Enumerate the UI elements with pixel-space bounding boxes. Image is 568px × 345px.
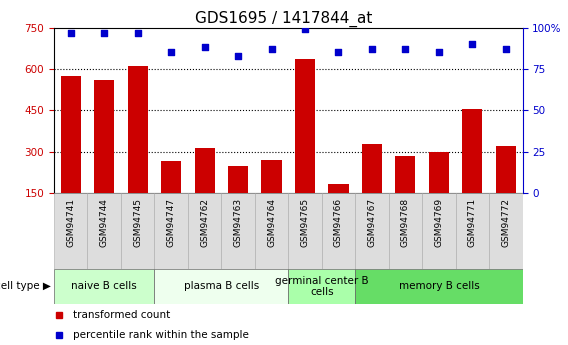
Text: percentile rank within the sample: percentile rank within the sample <box>73 330 249 339</box>
Text: GSM94766: GSM94766 <box>334 198 343 247</box>
Text: plasma B cells: plasma B cells <box>183 282 259 291</box>
Point <box>367 46 377 52</box>
Text: GSM94772: GSM94772 <box>502 198 510 247</box>
Bar <box>355 269 523 304</box>
Bar <box>496 146 516 235</box>
Point <box>66 30 75 35</box>
Bar <box>61 76 81 235</box>
Text: GSM94771: GSM94771 <box>468 198 477 247</box>
Bar <box>355 193 389 269</box>
Point <box>300 27 310 32</box>
Text: GSM94747: GSM94747 <box>166 198 176 247</box>
Point <box>99 30 108 35</box>
Bar <box>362 144 382 235</box>
Text: GSM94767: GSM94767 <box>367 198 377 247</box>
Bar <box>289 193 321 269</box>
Point <box>334 50 343 55</box>
Text: germinal center B
cells: germinal center B cells <box>275 276 369 297</box>
Text: GSM94744: GSM94744 <box>99 198 108 247</box>
Bar <box>188 193 222 269</box>
Point <box>233 53 243 59</box>
Point <box>133 30 142 35</box>
Bar <box>489 193 523 269</box>
Bar <box>255 193 289 269</box>
Bar <box>222 193 255 269</box>
Bar <box>328 184 349 235</box>
Bar <box>54 193 87 269</box>
Text: GSM94765: GSM94765 <box>300 198 310 247</box>
Text: GSM94745: GSM94745 <box>133 198 142 247</box>
Bar <box>154 193 188 269</box>
Text: GSM94768: GSM94768 <box>401 198 410 247</box>
Bar <box>289 269 355 304</box>
Bar <box>161 161 181 235</box>
Point <box>200 45 209 50</box>
Text: naive B cells: naive B cells <box>72 282 137 291</box>
Point <box>435 50 444 55</box>
Bar <box>456 193 489 269</box>
Text: memory B cells: memory B cells <box>399 282 479 291</box>
Text: cell type ▶: cell type ▶ <box>0 282 51 291</box>
Bar <box>121 193 154 269</box>
Text: GDS1695 / 1417844_at: GDS1695 / 1417844_at <box>195 10 373 27</box>
Text: transformed count: transformed count <box>73 310 170 320</box>
Text: GSM94762: GSM94762 <box>200 198 209 247</box>
Bar <box>321 193 355 269</box>
Point <box>502 46 511 52</box>
Point <box>267 46 276 52</box>
Bar <box>94 80 114 235</box>
Point <box>166 50 176 55</box>
Bar <box>389 193 422 269</box>
Bar <box>154 269 289 304</box>
Bar <box>87 193 121 269</box>
Bar <box>295 59 315 235</box>
Bar <box>228 166 248 235</box>
Text: GSM94764: GSM94764 <box>267 198 276 247</box>
Bar <box>128 66 148 235</box>
Bar <box>422 193 456 269</box>
Text: GSM94741: GSM94741 <box>66 198 75 247</box>
Text: GSM94769: GSM94769 <box>435 198 444 247</box>
Text: GSM94763: GSM94763 <box>233 198 243 247</box>
Bar <box>194 148 215 235</box>
Bar <box>429 152 449 235</box>
Point <box>468 41 477 47</box>
Bar <box>462 109 482 235</box>
Point <box>401 46 410 52</box>
Bar <box>54 269 154 304</box>
Bar <box>261 160 282 235</box>
Bar <box>395 156 415 235</box>
